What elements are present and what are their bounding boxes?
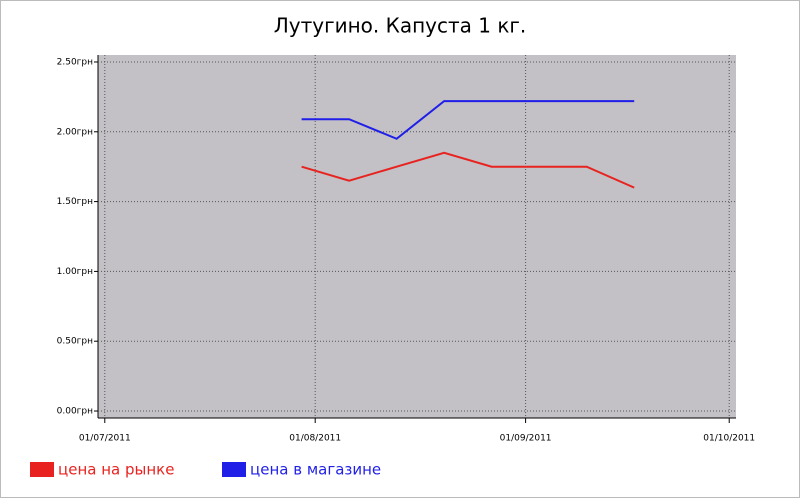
x-tick-label: 01/08/2011 [289,434,341,444]
chart-title: Лутугино. Капуста 1 кг. [274,14,527,38]
x-tick-label: 01/07/2011 [79,434,131,444]
series-line [301,100,635,140]
x-tick-label: 01/10/2011 [703,434,755,444]
y-tick-label: 2.50грн [57,57,93,67]
y-tick-label: 1.50грн [57,197,93,207]
y-tick-label: 0.50грн [57,337,93,347]
series-line [301,151,635,189]
y-tick-label: 1.00грн [57,267,93,277]
legend-label: цена в магазине [250,461,381,479]
x-tick-label: 01/09/2011 [500,434,552,444]
legend-swatch [30,462,54,477]
y-tick-label: 0.00грн [57,407,93,417]
y-tick-label: 2.00грн [57,127,93,137]
plot-area [98,55,736,418]
legend-label: цена на рынке [58,461,174,479]
legend-swatch [222,462,246,477]
